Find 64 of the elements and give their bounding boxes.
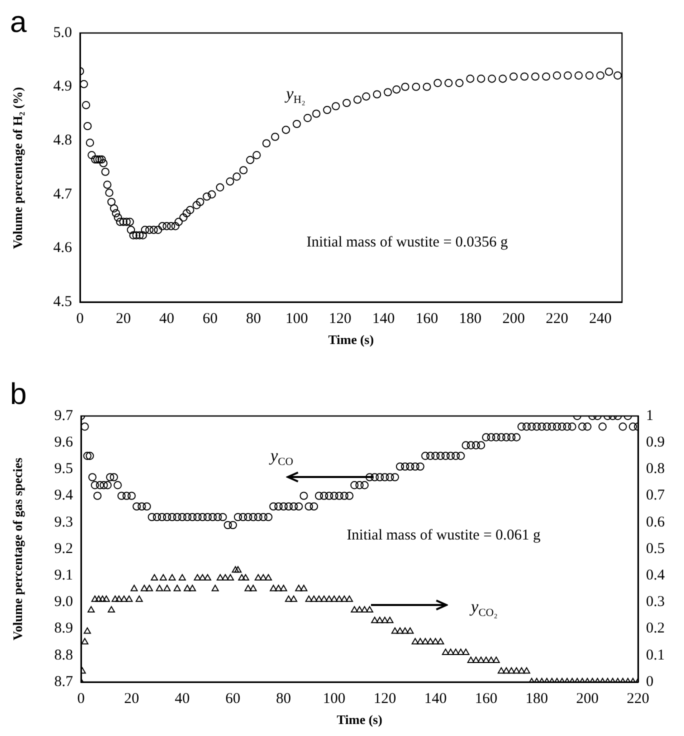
x-tick-label: 220 (546, 310, 568, 327)
x-axis-title: Time (s) (328, 332, 374, 348)
y-tick-label: 4.6 (53, 240, 72, 256)
x-tick-label: 20 (124, 690, 140, 707)
x-tick-label: 20 (116, 310, 131, 327)
x-tick-label: 200 (576, 690, 599, 707)
y2-tick-label: 1 (646, 408, 654, 424)
y2-tick-label: 0 (646, 674, 654, 690)
x-tick-label: 180 (458, 310, 482, 327)
y2-tick-label: 0.7 (646, 488, 666, 504)
x-tick-label: 0 (76, 310, 84, 327)
x-axis-title: Time (s) (336, 712, 382, 728)
x-tick-label: 160 (416, 310, 438, 327)
y-tick-label: 9.3 (54, 514, 73, 530)
x-tick-label: 60 (225, 690, 240, 707)
y-tick-label: 9.6 (54, 434, 74, 451)
legend-label: y$_{CO₂}$ (470, 596, 498, 619)
y-tick-label: 8.7 (54, 674, 74, 690)
y2-tick-label: 0.6 (646, 514, 666, 530)
y-tick-label: 8.8 (54, 647, 73, 664)
y-tick-label: 9.4 (54, 488, 74, 504)
series-label: y$_{CO}$ (270, 446, 294, 468)
x-tick-label: 200 (502, 310, 525, 327)
y-tick-label: 9.7 (54, 408, 74, 424)
y-tick-label: 4.9 (53, 78, 72, 95)
y2-tick-label: 0.8 (646, 461, 665, 478)
y-axis-title: Volume percentage of gas species (10, 458, 26, 640)
x-tick-label: 160 (474, 690, 498, 707)
y-tick-label: 9.0 (54, 594, 73, 610)
chart-title: a (10, 6, 27, 39)
x-tick-label: 180 (525, 690, 548, 707)
x-tick-label: 120 (374, 690, 396, 707)
y2-tick-label: 0.9 (646, 434, 665, 451)
x-tick-label: 80 (246, 310, 261, 327)
y-tick-label: 5.0 (53, 24, 72, 41)
series-label: y$_{H₂}$ (286, 84, 306, 106)
y-axis-title: Volume percentage of H₂ (%) (10, 86, 26, 249)
x-tick-label: 220 (626, 690, 650, 707)
chart-title: b (10, 378, 27, 411)
x-tick-label: 100 (322, 690, 346, 707)
y-tick-label: 4.8 (53, 132, 72, 149)
x-tick-label: 0 (77, 690, 85, 707)
y-tick-label: 9.2 (54, 540, 73, 557)
x-tick-label: 40 (174, 690, 190, 707)
y2-tick-label: 0.4 (646, 568, 666, 584)
y-tick-label: 9.1 (54, 568, 73, 584)
y2-tick-label: 0.5 (646, 540, 665, 557)
annotation: Initial mass of wustite = 0.0356 g (306, 234, 508, 252)
y-tick-label: 4.7 (53, 186, 72, 202)
x-tick-label: 120 (328, 310, 352, 327)
y2-tick-label: 0.1 (646, 647, 665, 664)
x-tick-label: 240 (589, 310, 612, 327)
x-tick-label: 140 (424, 690, 447, 707)
x-tick-label: 60 (202, 310, 218, 327)
x-tick-label: 40 (159, 310, 174, 327)
y-tick-label: 8.9 (54, 620, 73, 637)
x-tick-label: 80 (276, 690, 292, 707)
y2-tick-label: 0.2 (646, 620, 665, 637)
x-tick-label: 140 (372, 310, 395, 327)
y-tick-label: 9.5 (54, 461, 73, 478)
y-tick-label: 4.5 (53, 294, 72, 310)
x-tick-label: 100 (286, 310, 308, 327)
y2-tick-label: 0.3 (646, 594, 665, 610)
annotation: Initial mass of wustite = 0.061 g (346, 527, 541, 544)
